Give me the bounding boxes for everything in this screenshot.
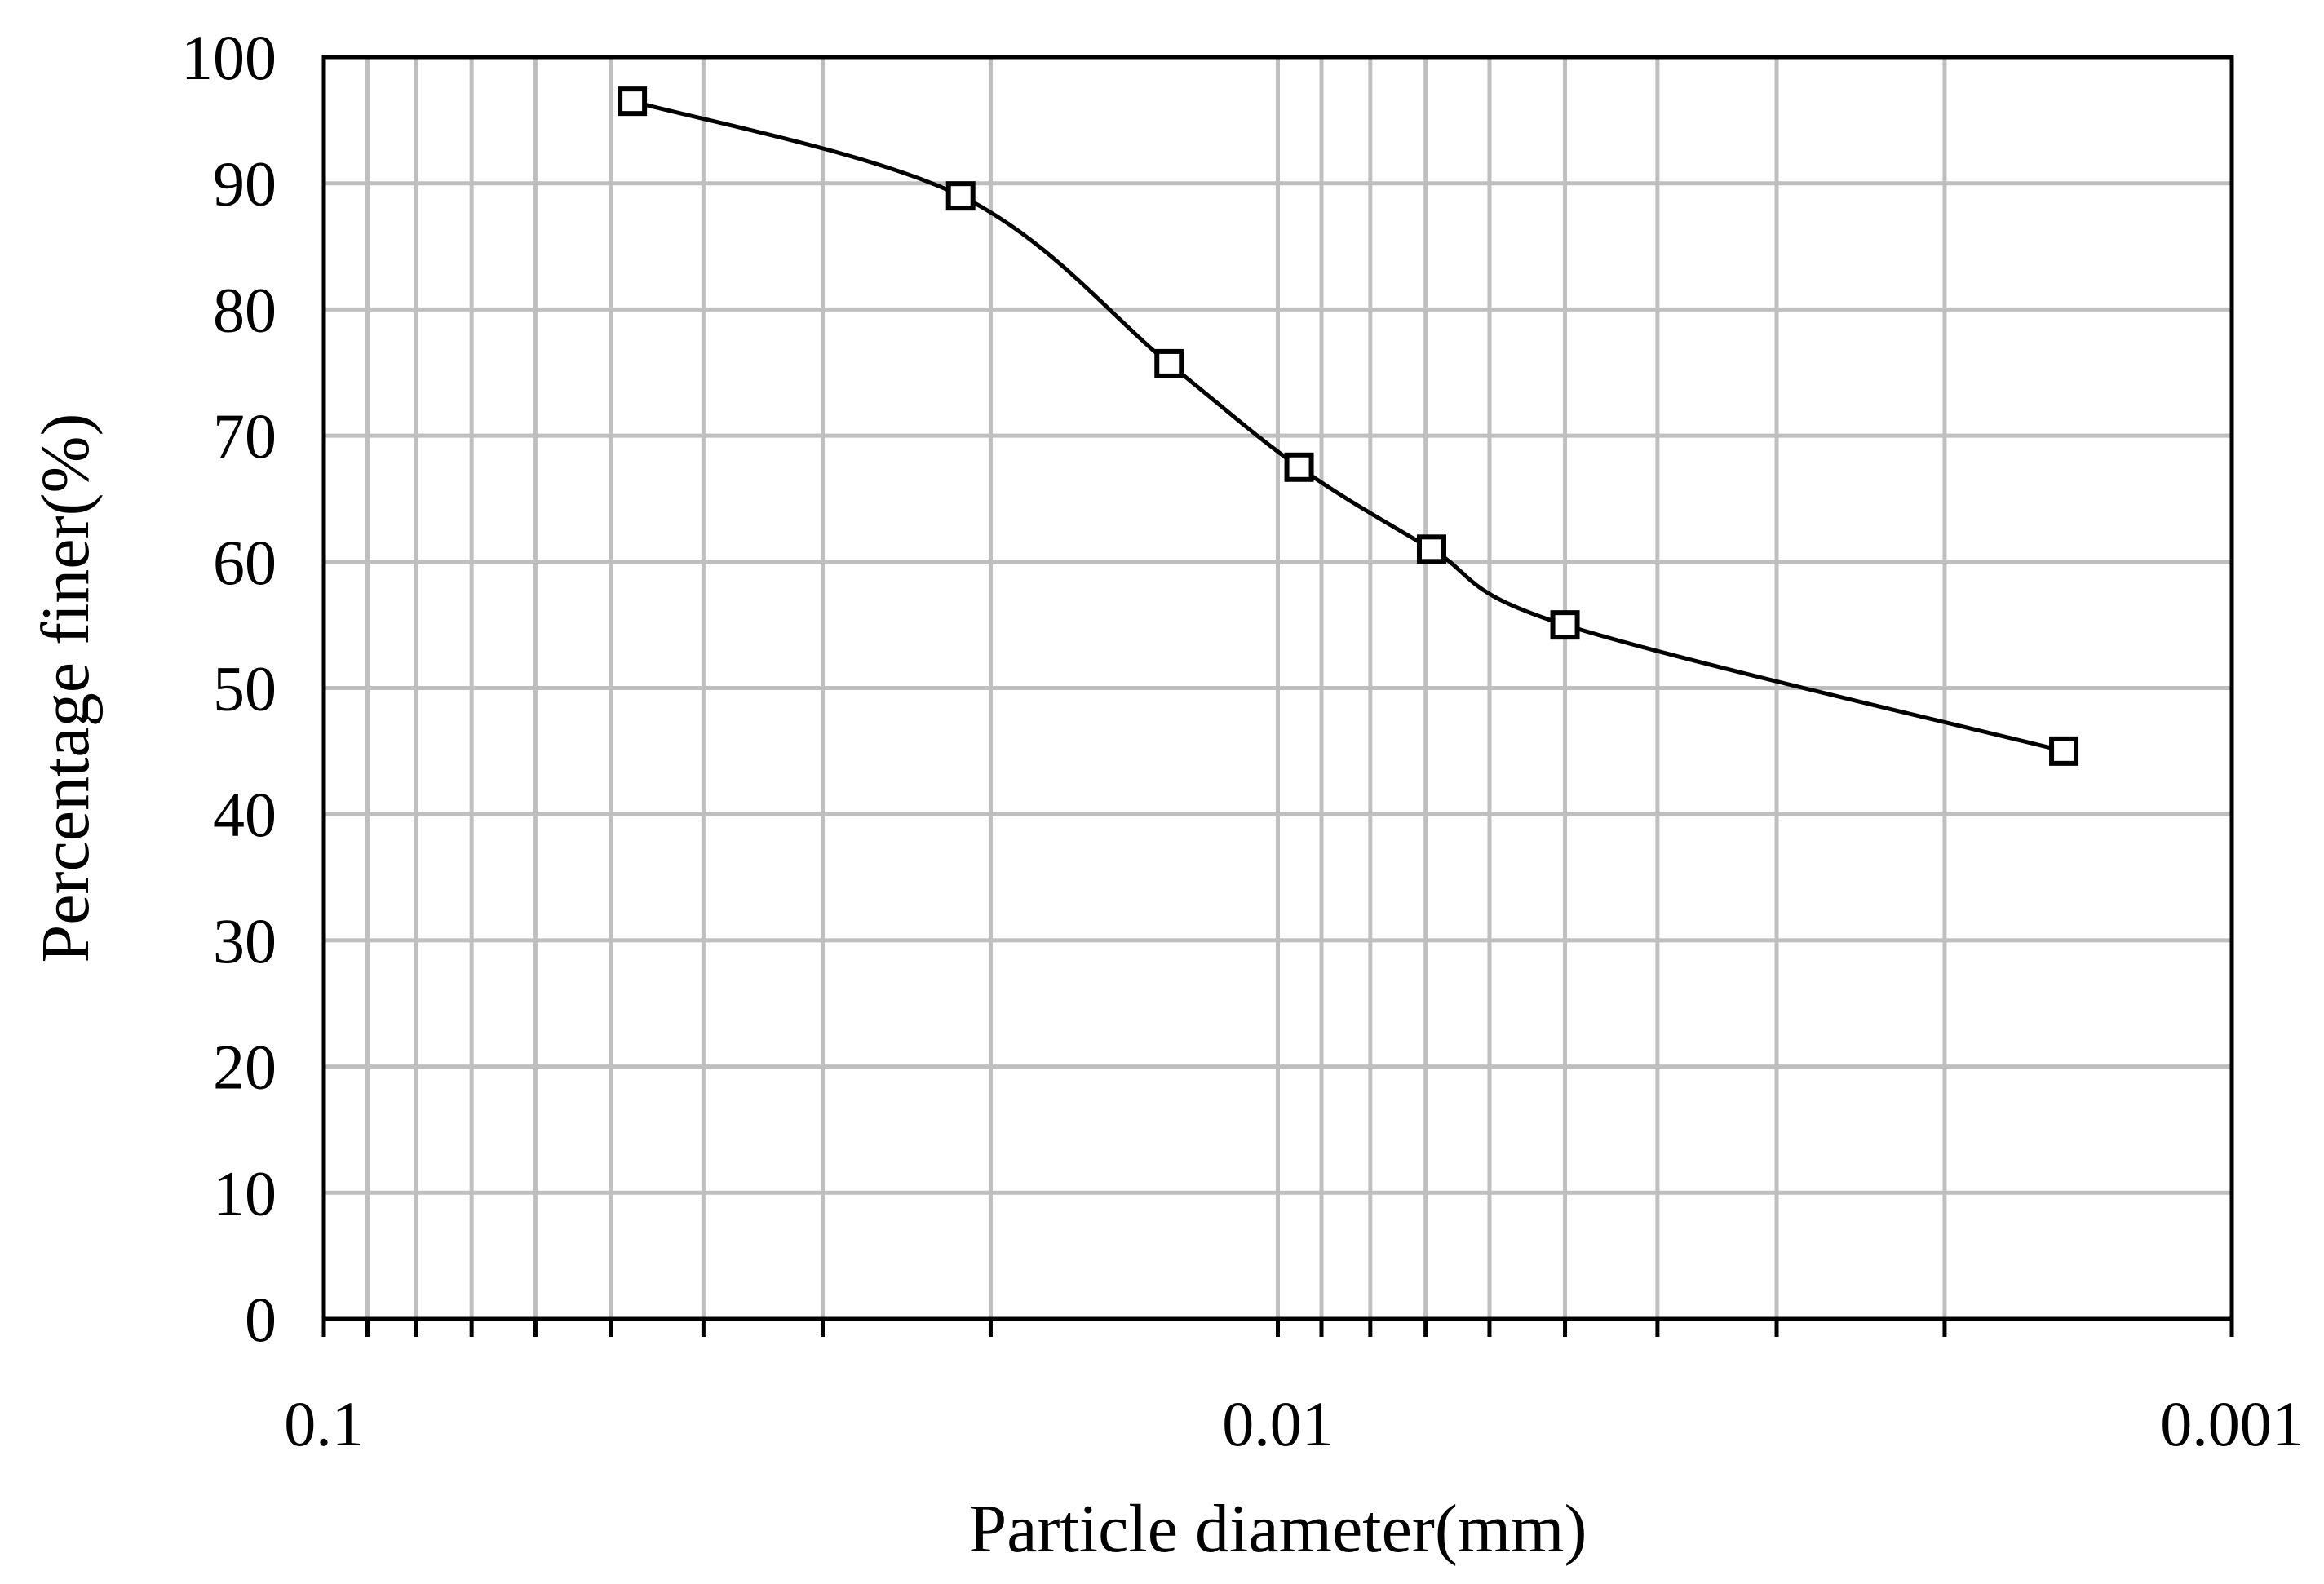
y-tick-label: 50 <box>213 653 277 724</box>
y-tick-label: 70 <box>213 400 277 471</box>
data-point-marker <box>945 181 976 211</box>
y-tick-labels: 0 10 20 30 40 50 60 70 80 90 100 <box>181 22 277 1355</box>
y-tick-label: 40 <box>213 779 277 850</box>
tick-mark-layer <box>321 1319 2234 1337</box>
data-point-marker <box>1416 534 1446 564</box>
data-point-marker <box>618 86 648 117</box>
y-tick-label: 90 <box>213 148 277 219</box>
y-tick-label: 100 <box>181 22 277 93</box>
y-axis-title: Percentage finer(%) <box>28 414 104 963</box>
data-point-marker <box>1154 348 1184 378</box>
y-tick-label: 20 <box>213 1032 277 1103</box>
x-tick-label: 0.1 <box>284 1388 364 1459</box>
y-tick-label: 0 <box>245 1284 277 1355</box>
x-tick-label: 0.001 <box>2160 1388 2304 1459</box>
x-tick-labels: 0.1 0.01 0.001 <box>284 1388 2304 1459</box>
data-point-marker <box>2049 736 2079 766</box>
series-line <box>631 99 2065 754</box>
x-axis-title: Particle diameter(mm) <box>968 1491 1587 1567</box>
data-point-marker <box>1550 610 1580 640</box>
x-tick-label: 0.01 <box>1222 1388 1334 1459</box>
y-tick-label: 30 <box>213 905 277 976</box>
y-tick-label: 80 <box>213 274 277 345</box>
data-point-marker <box>1284 452 1314 482</box>
series-layer <box>618 86 2079 766</box>
y-tick-label: 10 <box>213 1157 277 1228</box>
grid-layer <box>324 57 2232 1319</box>
y-tick-label: 60 <box>213 527 277 598</box>
